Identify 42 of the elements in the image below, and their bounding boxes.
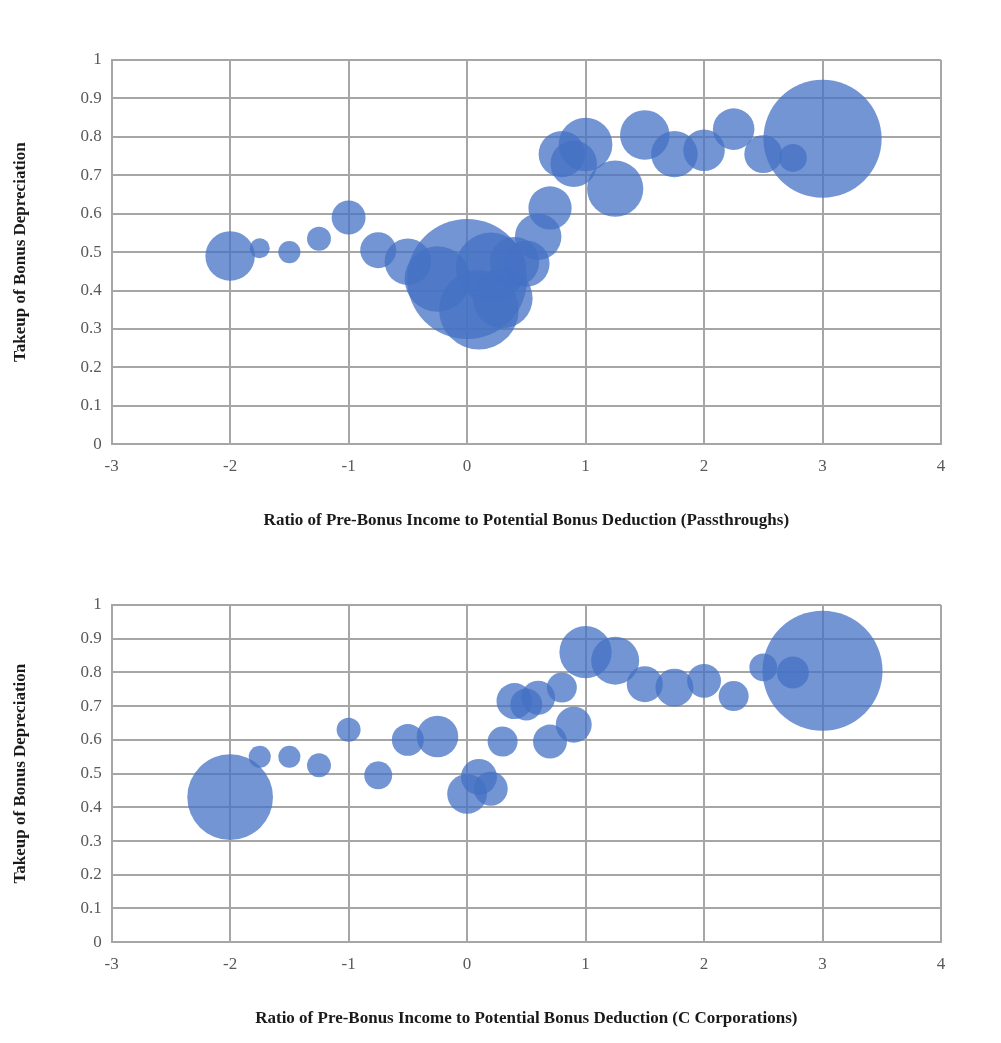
- x-tick-label: -3: [104, 455, 119, 475]
- y-tick-label: 0.5: [80, 241, 102, 261]
- y-tick-label: 0.3: [80, 318, 102, 338]
- y-tick-label: 0.4: [80, 796, 103, 816]
- x-tick-label: 4: [936, 953, 946, 973]
- y-tick-label: 0.3: [80, 830, 102, 850]
- y-tick-label: 0.8: [80, 661, 102, 681]
- x-tick-label: 4: [936, 455, 946, 475]
- y-axis-title: Takeup of Bonus Depreciation: [9, 663, 29, 884]
- y-tick-label: 0.6: [80, 729, 102, 749]
- x-tick-label: 1: [581, 953, 590, 973]
- x-tick-label: 3: [818, 455, 827, 475]
- y-tick-label: 0.6: [80, 203, 102, 223]
- y-tick-label: 0.2: [80, 864, 102, 884]
- y-tick-label: 0.2: [80, 356, 102, 376]
- x-tick-label: -1: [341, 455, 356, 475]
- x-axis-title: Ratio of Pre-Bonus Income to Potential Bonus Deduction (C Corporations): [255, 1008, 798, 1028]
- y-tick-label: 1: [93, 49, 102, 69]
- y-tick-label: 0.1: [80, 897, 102, 917]
- y-tick-label: 0.7: [80, 164, 103, 184]
- x-tick-label: -1: [341, 953, 356, 973]
- x-tick-label: 0: [462, 455, 472, 475]
- x-tick-label: -2: [223, 953, 238, 973]
- x-tick-label: 0: [462, 953, 472, 973]
- x-tick-label: -2: [223, 455, 238, 475]
- y-tick-label: 0.7: [80, 695, 103, 715]
- y-tick-label: 0.9: [80, 87, 102, 107]
- y-tick-label: 0.1: [80, 395, 102, 415]
- y-tick-label: 0.9: [80, 628, 102, 648]
- y-tick-label: 1: [93, 594, 102, 614]
- y-tick-label: 0.8: [80, 126, 102, 146]
- y-tick-label: 0: [93, 931, 102, 951]
- x-axis-title: Ratio of Pre-Bonus Income to Potential Bonus Deduction (Passthroughs): [263, 510, 790, 530]
- x-tick-label: 2: [699, 455, 709, 475]
- y-tick-label: 0.4: [80, 279, 103, 299]
- y-axis-title: Takeup of Bonus Depreciation: [9, 141, 29, 362]
- y-tick-label: 0.5: [80, 763, 102, 783]
- x-tick-label: 1: [581, 455, 590, 475]
- x-tick-label: -3: [104, 953, 119, 973]
- x-tick-label: 3: [818, 953, 827, 973]
- y-tick-label: 0: [93, 433, 102, 453]
- x-tick-label: 2: [699, 953, 709, 973]
